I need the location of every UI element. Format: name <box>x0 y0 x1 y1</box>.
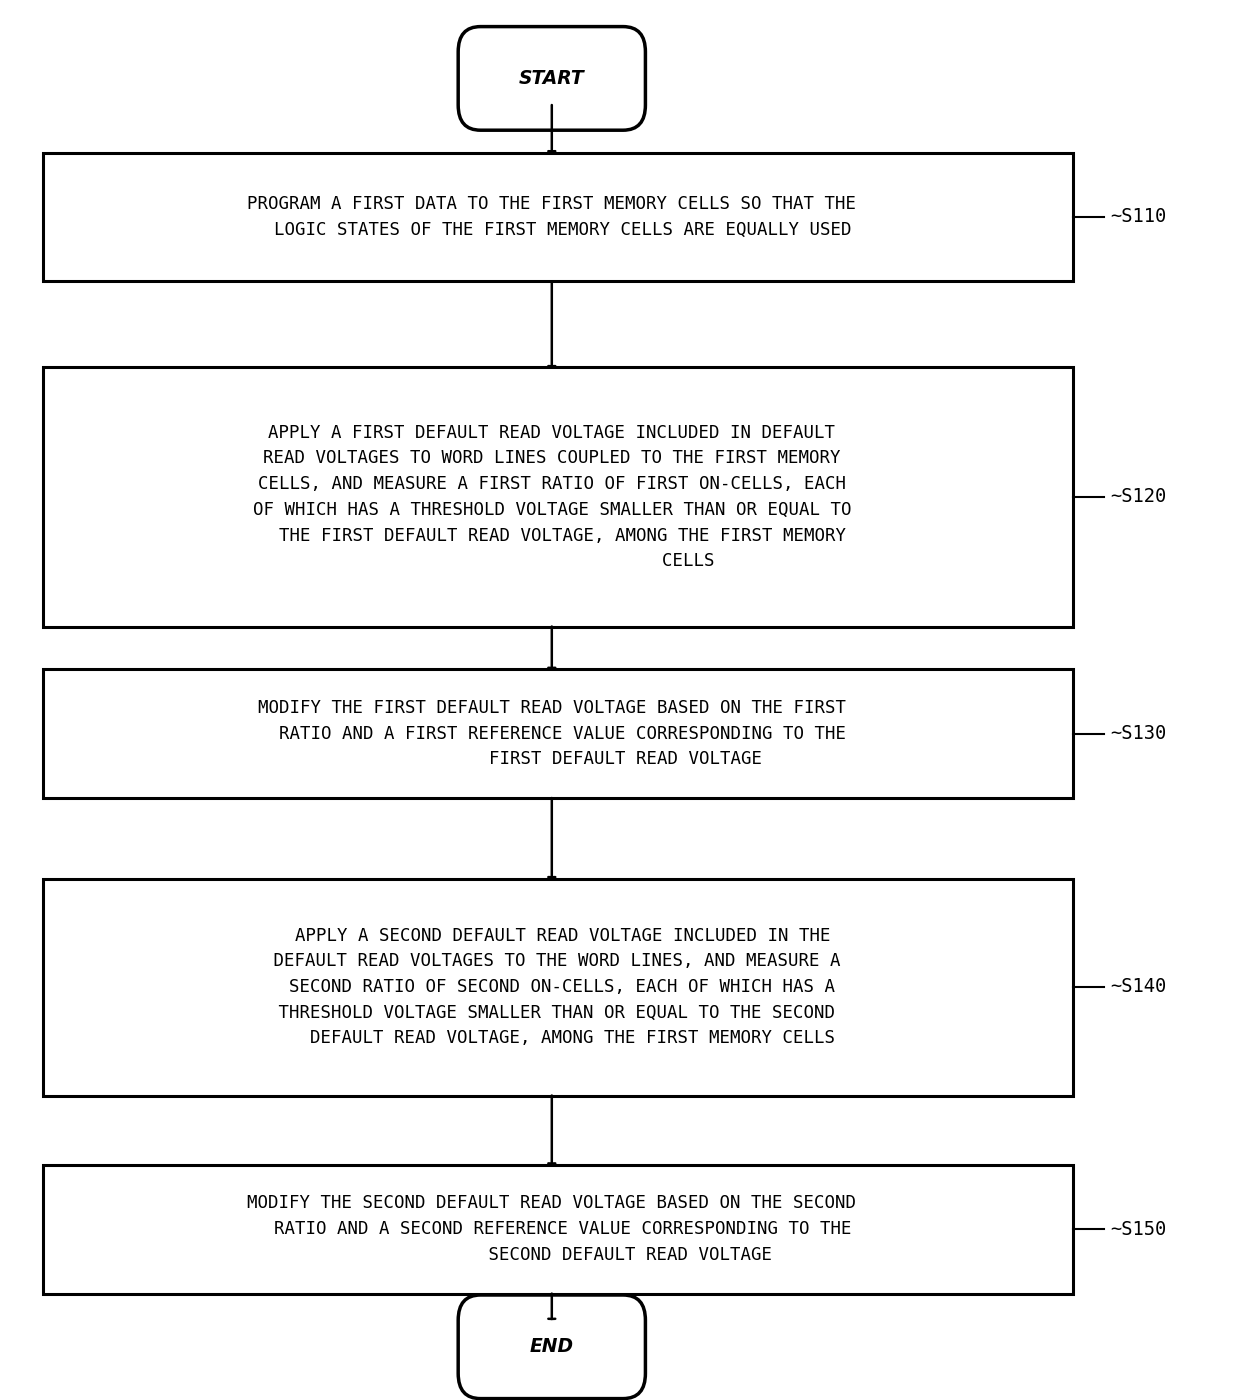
Text: ~S120: ~S120 <box>1110 487 1166 507</box>
FancyBboxPatch shape <box>459 27 645 130</box>
Text: MODIFY THE FIRST DEFAULT READ VOLTAGE BASED ON THE FIRST
  RATIO AND A FIRST REF: MODIFY THE FIRST DEFAULT READ VOLTAGE BA… <box>258 699 846 769</box>
Text: ~S150: ~S150 <box>1110 1219 1166 1239</box>
Text: ~S110: ~S110 <box>1110 207 1166 227</box>
Text: ~S130: ~S130 <box>1110 724 1166 743</box>
Text: START: START <box>520 69 584 88</box>
Bar <box>43 879 1073 1095</box>
Text: END: END <box>529 1337 574 1357</box>
Text: ~S140: ~S140 <box>1110 977 1166 997</box>
Bar <box>43 153 1073 281</box>
Text: APPLY A FIRST DEFAULT READ VOLTAGE INCLUDED IN DEFAULT
READ VOLTAGES TO WORD LIN: APPLY A FIRST DEFAULT READ VOLTAGE INCLU… <box>253 424 851 570</box>
Bar <box>43 367 1073 627</box>
Bar <box>43 1165 1073 1294</box>
Bar <box>43 669 1073 798</box>
Text: APPLY A SECOND DEFAULT READ VOLTAGE INCLUDED IN THE
 DEFAULT READ VOLTAGES TO TH: APPLY A SECOND DEFAULT READ VOLTAGE INCL… <box>263 927 841 1047</box>
FancyBboxPatch shape <box>459 1295 645 1399</box>
Text: PROGRAM A FIRST DATA TO THE FIRST MEMORY CELLS SO THAT THE
  LOGIC STATES OF THE: PROGRAM A FIRST DATA TO THE FIRST MEMORY… <box>247 195 857 239</box>
Text: MODIFY THE SECOND DEFAULT READ VOLTAGE BASED ON THE SECOND
  RATIO AND A SECOND : MODIFY THE SECOND DEFAULT READ VOLTAGE B… <box>247 1194 857 1264</box>
